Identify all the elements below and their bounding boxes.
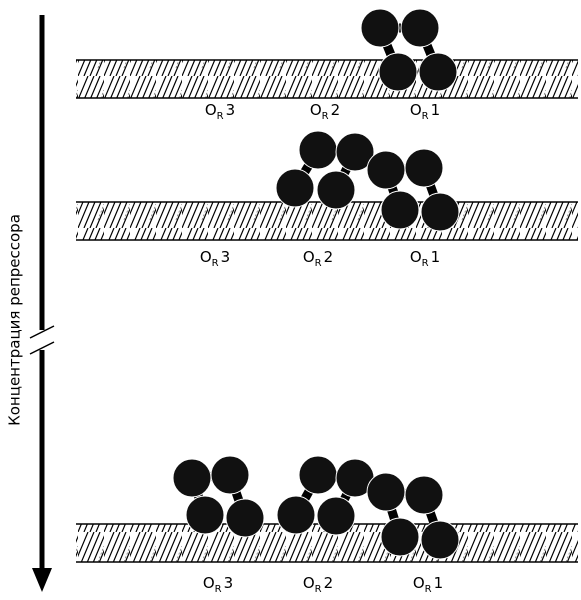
repressor-domain bbox=[380, 190, 420, 230]
repressor-dimer bbox=[360, 8, 458, 92]
repressor-domain bbox=[420, 192, 460, 232]
repressor-domain bbox=[225, 498, 265, 538]
repressor-domain bbox=[400, 8, 440, 48]
repressor-domain bbox=[335, 132, 375, 172]
repressor-domain bbox=[276, 495, 316, 535]
dna-strand bbox=[76, 60, 578, 98]
axis-label: Концентрация репрессора bbox=[6, 214, 24, 426]
site-letter: O bbox=[410, 101, 422, 119]
site-number: 2 bbox=[324, 248, 334, 266]
dna-strand bbox=[76, 202, 578, 240]
site-letter: O bbox=[310, 101, 322, 119]
site-subscript: R bbox=[422, 111, 429, 122]
site-letter: O bbox=[203, 574, 215, 592]
site-letter: O bbox=[413, 574, 425, 592]
site-number: 3 bbox=[224, 574, 234, 592]
repressor-domain bbox=[185, 495, 225, 535]
site-letter: O bbox=[200, 248, 212, 266]
site-label: OR 1 bbox=[413, 574, 443, 595]
repressor-dimer bbox=[276, 455, 375, 536]
site-number: 3 bbox=[226, 101, 236, 119]
site-letter: O bbox=[410, 248, 422, 266]
site-subscript: R bbox=[315, 258, 322, 269]
site-label: OR 2 bbox=[303, 248, 333, 269]
repressor-dimer bbox=[366, 148, 460, 232]
repressor-domain bbox=[380, 517, 420, 557]
repressor-domain bbox=[316, 170, 356, 210]
repressor-domain bbox=[366, 472, 406, 512]
site-subscript: R bbox=[322, 111, 329, 122]
repressor-dimer bbox=[172, 455, 265, 538]
site-subscript: R bbox=[315, 584, 322, 595]
repressor-domain bbox=[172, 458, 212, 498]
site-subscript: R bbox=[212, 258, 219, 269]
axis-break bbox=[29, 325, 55, 339]
repressor-dimer bbox=[275, 130, 375, 210]
site-number: 1 bbox=[434, 574, 444, 592]
repressor-domain bbox=[404, 148, 444, 188]
repressor-domain bbox=[360, 8, 400, 48]
site-label: OR 2 bbox=[303, 574, 333, 595]
site-label: OR 1 bbox=[410, 101, 440, 122]
axis-break bbox=[29, 341, 55, 355]
repressor-domain bbox=[366, 150, 406, 190]
site-label: OR 3 bbox=[200, 248, 230, 269]
site-number: 1 bbox=[431, 101, 441, 119]
site-number: 3 bbox=[221, 248, 231, 266]
site-number: 1 bbox=[431, 248, 441, 266]
repressor-domain bbox=[298, 130, 338, 170]
site-subscript: R bbox=[217, 111, 224, 122]
repressor-domain bbox=[404, 475, 444, 515]
arrow-head bbox=[32, 568, 52, 592]
site-label: OR 2 bbox=[310, 101, 340, 122]
site-number: 2 bbox=[324, 574, 334, 592]
repressor-domain bbox=[275, 168, 315, 208]
site-label: OR 1 bbox=[410, 248, 440, 269]
repressor-domain bbox=[316, 496, 356, 536]
repressor-domain bbox=[210, 455, 250, 495]
site-subscript: R bbox=[422, 258, 429, 269]
site-subscript: R bbox=[215, 584, 222, 595]
site-number: 2 bbox=[331, 101, 341, 119]
site-letter: O bbox=[303, 248, 315, 266]
site-label: OR 3 bbox=[205, 101, 235, 122]
site-letter: O bbox=[303, 574, 315, 592]
site-letter: O bbox=[205, 101, 217, 119]
repressor-domain bbox=[378, 52, 418, 92]
site-subscript: R bbox=[425, 584, 432, 595]
repressor-domain bbox=[298, 455, 338, 495]
repressor-dimer bbox=[366, 472, 460, 560]
site-label: OR 3 bbox=[203, 574, 233, 595]
repressor-domain bbox=[420, 520, 460, 560]
repressor-domain bbox=[418, 52, 458, 92]
